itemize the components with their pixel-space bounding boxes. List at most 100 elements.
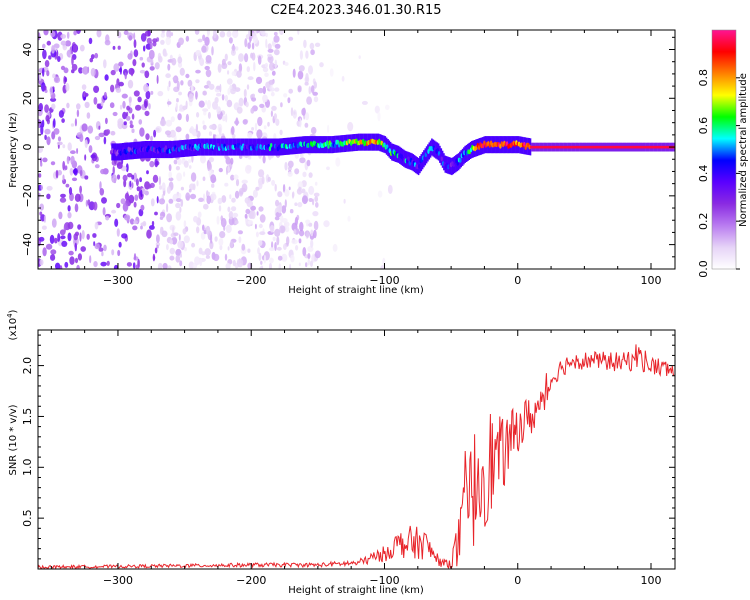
spectrogram-noise-mark [269,257,274,264]
spectrogram-noise-mark [87,125,94,134]
spectrogram-noise-mark [169,129,176,138]
spectrogram-noise-mark [273,113,277,120]
spectrogram-noise-mark [65,83,70,92]
colorbar-tick-label: 0.6 [697,117,710,135]
x-tick-label: 100 [641,574,662,587]
spectrogram-noise-mark [82,66,89,75]
spectrogram-noise-mark [202,176,206,182]
spectrogram-noise-mark [231,197,236,203]
spectrogram-noise-mark [257,87,264,94]
spectrogram-noise-mark [183,220,187,228]
spectrogram-noise-mark [141,62,145,68]
spectrogram-noise-mark [100,101,104,107]
spectrogram-noise-mark [271,105,277,111]
spectrogram-noise-mark [165,119,173,127]
spectrogram-noise-mark [225,262,231,269]
spectrogram-ridge-mark [147,145,150,151]
spectrogram-noise-mark [140,189,143,198]
spectrogram-noise-mark [132,59,137,67]
spectrogram-noise-mark [124,192,130,201]
spectrogram-noise-mark [50,161,56,166]
spectrogram-ridge-mark [326,140,329,146]
spectrogram-noise-mark [288,186,291,191]
spectrogram-noise-mark [314,42,321,47]
spectrogram-noise-mark [227,206,231,213]
spectrogram-noise-mark [255,186,260,191]
spectrogram-noise-mark [241,243,246,251]
spectrogram-noise-mark [167,265,172,269]
spectrogram-noise-mark [198,197,204,202]
spectrogram-noise-mark [45,243,53,250]
spectrogram-noise-mark [295,245,299,251]
spectrogram-noise-mark [189,193,197,200]
spectrogram-noise-mark [101,251,104,257]
spectrogram-noise-mark [253,35,258,45]
spectrogram-noise-mark [274,216,280,221]
spectrogram-noise-mark [145,90,151,100]
spectrogram-noise-mark [206,191,210,196]
spectrogram-noise-mark [63,223,67,234]
spectrogram-noise-mark [62,160,66,171]
spectrogram-noise-mark [235,46,239,51]
spectrogram-noise-mark [69,256,75,265]
spectrogram-noise-mark [96,30,102,38]
spectrogram-noise-mark [202,224,205,231]
spectrogram-noise-mark [144,190,149,196]
spectrogram-noise-mark [278,263,281,269]
spectrogram-noise-mark [201,251,206,256]
spectrogram-noise-mark [290,107,294,117]
spectrogram-noise-mark [105,215,110,221]
spectrogram-noise-mark [149,66,155,71]
spectrogram-noise-mark [117,118,124,126]
spectrogram-noise-mark [150,198,155,207]
spectrogram-noise-mark [53,43,60,49]
spectrogram-noise-mark [306,231,310,239]
spectrogram-noise-mark [385,104,390,111]
spectrogram-noise-mark [122,111,127,120]
spectrogram-noise-mark [183,235,190,244]
spectrogram-noise-mark [178,37,185,46]
spectrogram-noise-mark [304,81,309,86]
spectrogram-noise-mark [173,159,178,165]
spectrogram-noise-mark [254,122,258,132]
spectrogram-noise-mark [193,215,198,223]
spectrogram-noise-mark [294,168,300,175]
x-tick-label: 0 [514,274,521,287]
spectrogram-noise-mark [276,246,282,251]
spectrogram-noise-mark [122,174,128,182]
spectrogram-noise-mark [194,30,200,35]
spectrogram-noise-mark [46,136,51,146]
spectrogram-noise-mark [297,202,303,208]
spectrogram-noise-mark [117,45,121,50]
spectrogram-noise-mark [312,211,319,217]
spectrogram-noise-mark [67,232,72,242]
spectrogram-noise-mark [144,70,150,79]
spectrogram-ridge-mark [270,143,273,148]
colorbar-tick-label: 0.4 [697,165,710,183]
spectrogram-noise-mark [74,193,81,202]
x-tick-label: −300 [103,274,133,287]
spectrogram-noise-mark [202,120,205,125]
spectrogram-noise-mark [51,218,57,228]
spectrogram-noise-mark [284,161,288,171]
spectrogram-noise-mark [205,225,211,235]
spectrogram-noise-mark [288,36,294,41]
spectrogram-noise-mark [313,81,317,89]
spectrogram-noise-mark [156,244,159,249]
spectrogram-noise-mark [142,188,146,195]
colorbar-tick-label: 0.2 [697,212,710,230]
spectrogram-noise-mark [299,157,306,164]
spectrogram-noise-mark [44,85,47,91]
spectrogram-noise-mark [264,72,269,78]
spectrogram-noise-mark [125,115,131,121]
spectrogram-noise-mark [140,222,146,226]
spectrogram-noise-mark [236,70,242,78]
spectrogram-noise-mark [144,30,151,37]
spectrogram-noise-mark [116,174,121,180]
spectrogram-noise-mark [160,39,165,45]
spectrogram-noise-mark [260,260,263,265]
spectrogram-noise-mark [299,118,302,128]
spectrogram-noise-mark [168,80,171,88]
spectrogram-noise-mark [148,49,155,60]
spectrogram-noise-mark [258,223,263,229]
